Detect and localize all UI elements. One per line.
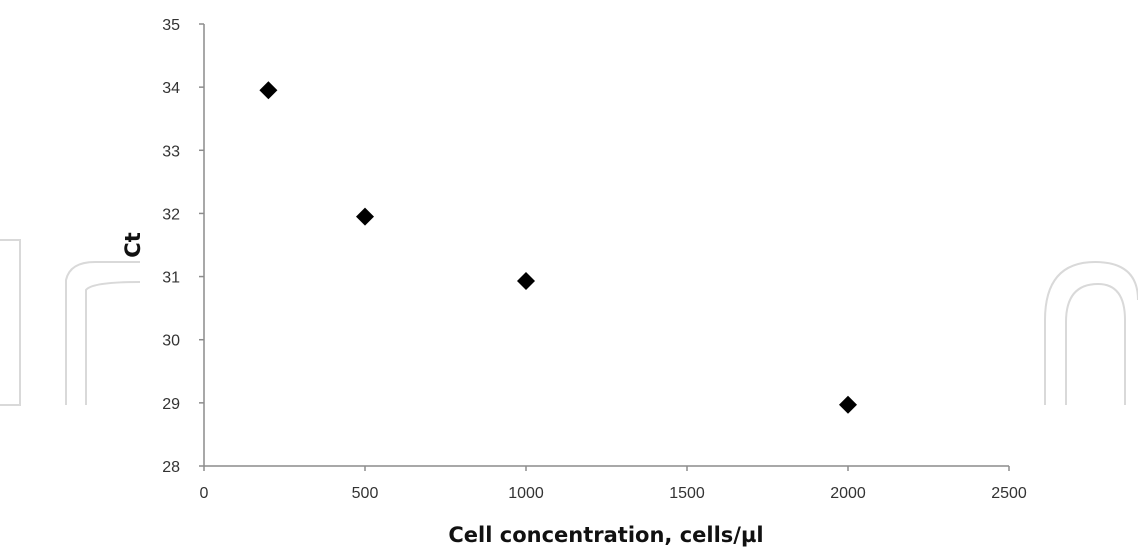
- x-tick-label: 2000: [830, 485, 866, 502]
- x-axis-ticks: 0 500 1000 1500 2000 2500: [200, 466, 1027, 502]
- y-axis-ticks: 28 29 30 31 32 33 34 35: [162, 17, 204, 476]
- y-tick-label: 30: [162, 333, 180, 350]
- data-points: [259, 81, 857, 414]
- x-tick-label: 2500: [991, 485, 1027, 502]
- x-tick-label: 500: [352, 485, 379, 502]
- watermark-logo: [0, 239, 1138, 406]
- data-point-marker: [839, 395, 857, 414]
- y-tick-label: 29: [162, 396, 180, 413]
- y-tick-label: 35: [162, 17, 180, 34]
- x-tick-label: 1500: [669, 485, 705, 502]
- x-tick-label: 1000: [508, 485, 544, 502]
- y-tick-label: 33: [162, 143, 180, 160]
- x-axis-title: Cell concentration, cells/µl: [448, 523, 763, 547]
- data-point-marker: [356, 207, 374, 226]
- y-tick-label: 34: [162, 80, 180, 97]
- y-tick-label: 31: [162, 270, 180, 287]
- data-point-marker: [259, 81, 278, 100]
- y-tick-label: 32: [162, 206, 180, 223]
- x-tick-label: 0: [200, 485, 209, 502]
- y-tick-label: 28: [162, 459, 180, 476]
- y-axis-title: Ct: [121, 232, 145, 257]
- data-point-marker: [517, 271, 535, 290]
